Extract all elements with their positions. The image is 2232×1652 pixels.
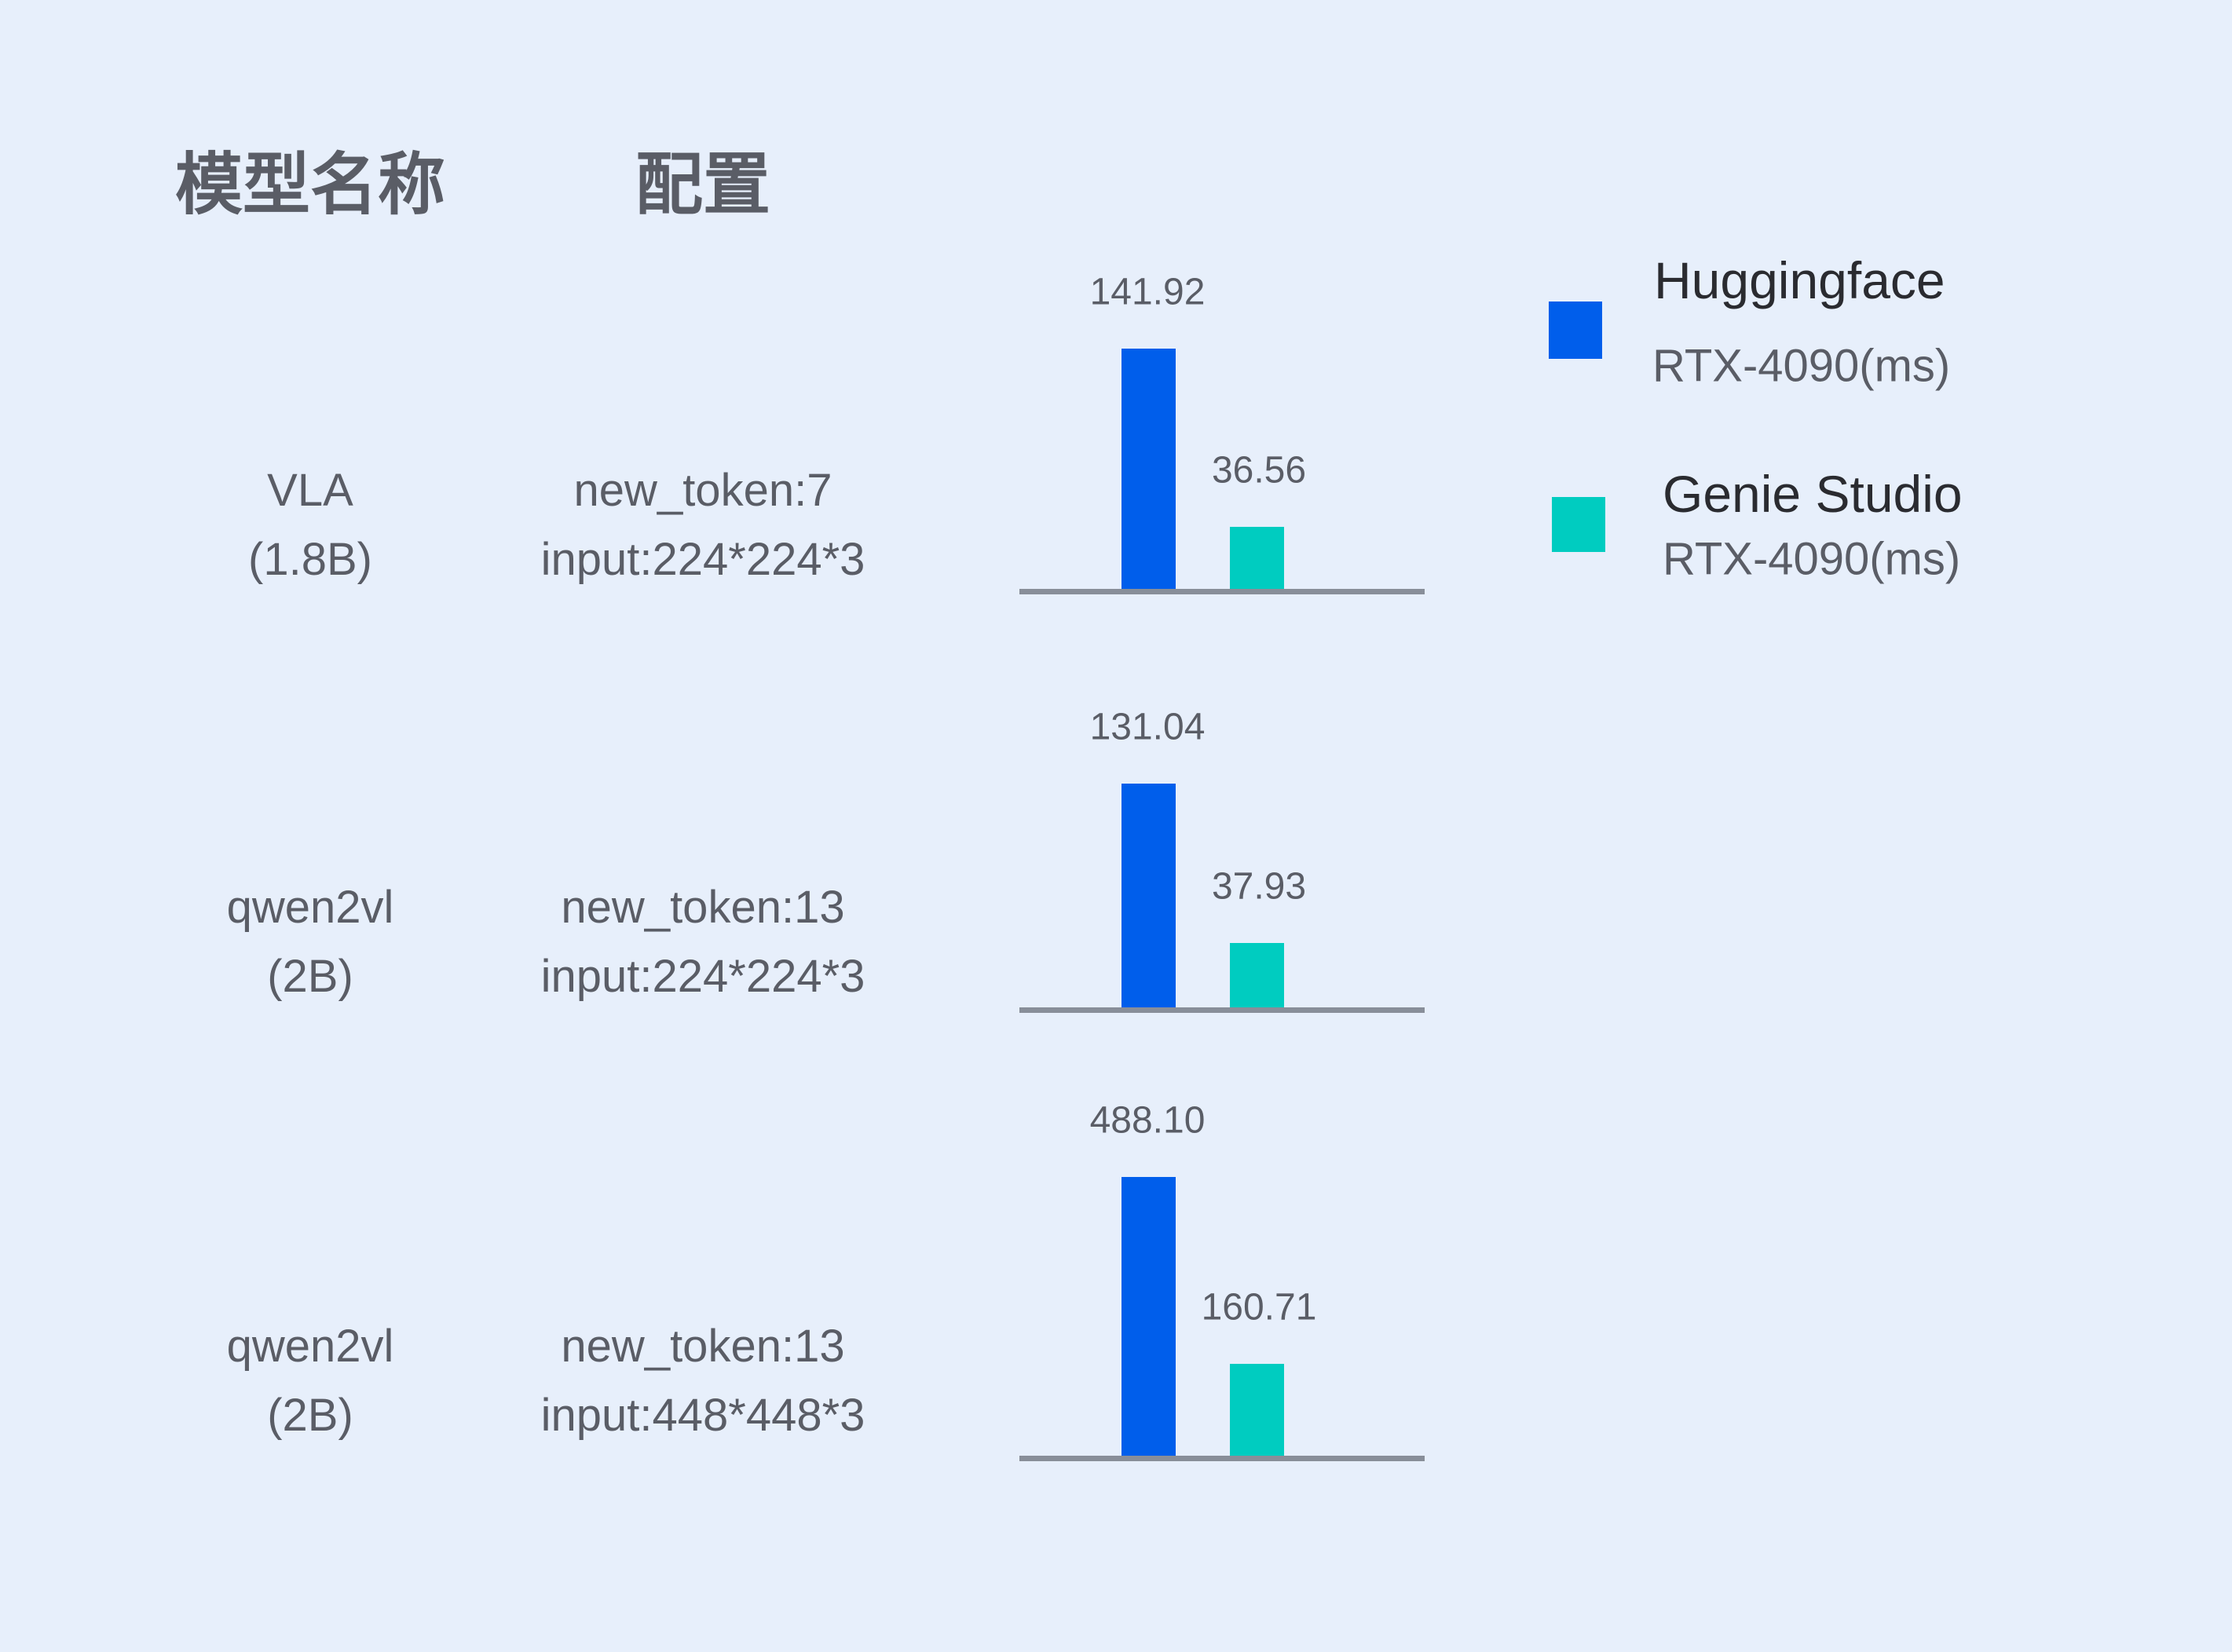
bar-genie-studio xyxy=(1230,942,1284,1007)
data-label-huggingface: 141.92 xyxy=(1089,271,1206,313)
header-model-name: 模型名称 xyxy=(175,145,445,225)
legend-label-genie-studio: Genie Studio xyxy=(1663,465,1963,523)
model-size: (1.8B) xyxy=(248,534,372,585)
x-axis-baseline xyxy=(1019,589,1425,594)
bar-genie-studio xyxy=(1230,527,1284,589)
model-size: (2B) xyxy=(267,1390,353,1441)
bar-huggingface xyxy=(1121,349,1176,592)
config-new-token: new_token:7 xyxy=(573,465,832,516)
header-config: 配置 xyxy=(635,145,770,225)
model-name: qwen2vl xyxy=(226,882,394,933)
config-cell: new_token:13 input:448*448*3 xyxy=(541,1312,865,1450)
x-axis-baseline xyxy=(1019,1007,1425,1013)
config-new-token: new_token:13 xyxy=(561,1321,845,1372)
legend-swatch-huggingface xyxy=(1549,302,1602,359)
data-label-genie-studio: 160.71 xyxy=(1201,1286,1317,1329)
legend-swatch-genie-studio xyxy=(1552,497,1605,552)
data-label-huggingface: 131.04 xyxy=(1089,706,1206,748)
config-cell: new_token:7 input:224*224*3 xyxy=(541,456,865,594)
config-cell: new_token:13 input:224*224*3 xyxy=(541,873,865,1011)
config-new-token: new_token:13 xyxy=(561,882,845,933)
config-input: input:448*448*3 xyxy=(540,1390,865,1441)
model-name: qwen2vl xyxy=(226,1321,394,1372)
legend-sub-genie-studio: RTX-4090(ms) xyxy=(1663,533,1961,585)
bar-genie-studio xyxy=(1230,1364,1284,1456)
model-name: VLA xyxy=(267,465,353,516)
x-axis-baseline xyxy=(1019,1456,1425,1461)
model-size: (2B) xyxy=(267,951,353,1002)
legend-label-huggingface: Huggingface xyxy=(1654,251,1945,309)
bar-huggingface xyxy=(1121,1177,1176,1459)
data-label-genie-studio: 37.93 xyxy=(1211,865,1307,907)
bar-huggingface xyxy=(1121,784,1176,1011)
model-name-cell: VLA (1.8B) xyxy=(248,456,372,594)
config-input: input:224*224*3 xyxy=(540,951,865,1002)
data-label-genie-studio: 36.56 xyxy=(1211,449,1307,492)
model-name-cell: qwen2vl (2B) xyxy=(227,873,394,1011)
legend-sub-huggingface: RTX-4090(ms) xyxy=(1652,340,1951,392)
data-label-huggingface: 488.10 xyxy=(1089,1099,1206,1142)
config-input: input:224*224*3 xyxy=(540,534,865,585)
model-name-cell: qwen2vl (2B) xyxy=(227,1312,394,1450)
